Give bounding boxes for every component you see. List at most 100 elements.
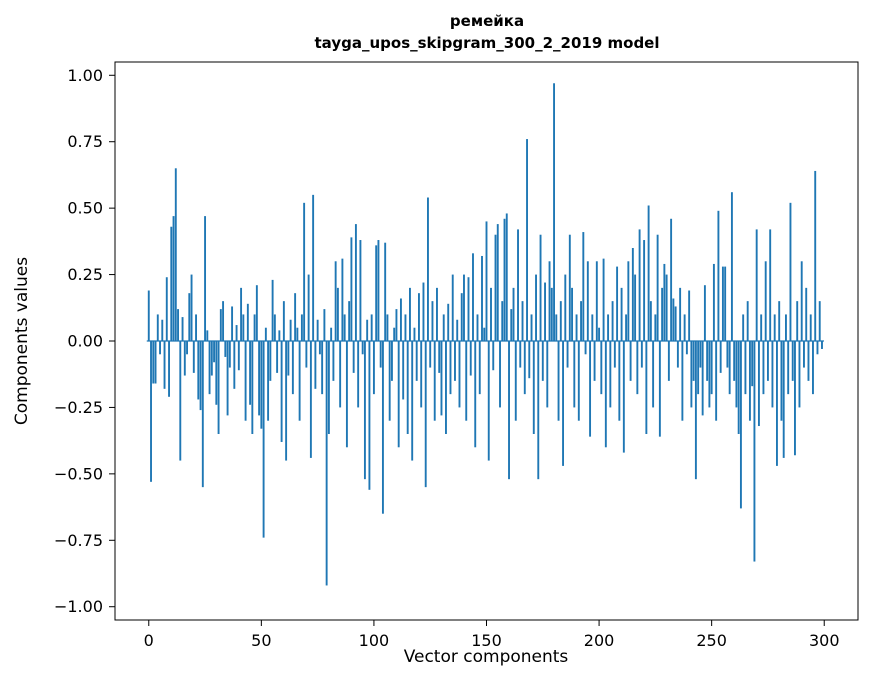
bar bbox=[181, 317, 184, 341]
bar bbox=[397, 341, 400, 448]
bar bbox=[562, 341, 564, 466]
bar bbox=[165, 277, 168, 341]
bar bbox=[681, 341, 684, 421]
bar bbox=[307, 274, 310, 341]
bar bbox=[787, 341, 790, 395]
bar bbox=[465, 341, 468, 421]
bar bbox=[409, 287, 411, 341]
bar bbox=[776, 341, 778, 466]
bar bbox=[782, 341, 785, 458]
x-tick-label: 250 bbox=[696, 631, 727, 650]
bar bbox=[460, 293, 463, 341]
bar bbox=[661, 287, 664, 341]
bar bbox=[168, 341, 170, 397]
bar bbox=[170, 226, 173, 341]
bar bbox=[744, 341, 747, 395]
bar bbox=[593, 341, 596, 381]
bar bbox=[278, 330, 281, 341]
bar bbox=[305, 341, 308, 368]
bar bbox=[208, 341, 211, 395]
bar bbox=[760, 314, 763, 341]
x-axis-ticks: 0 50 100 150 200 250 300 bbox=[144, 620, 840, 650]
bar bbox=[616, 266, 619, 341]
bar bbox=[309, 341, 312, 458]
bar bbox=[575, 314, 578, 341]
bar bbox=[312, 194, 315, 341]
bar bbox=[814, 170, 817, 341]
bar bbox=[474, 341, 477, 448]
bar bbox=[535, 274, 537, 341]
bar bbox=[757, 341, 760, 427]
bar bbox=[638, 229, 641, 341]
bar bbox=[789, 202, 792, 341]
y-tick-label: −1.00 bbox=[54, 597, 103, 616]
bar bbox=[433, 341, 436, 421]
bar bbox=[237, 341, 240, 371]
bar bbox=[530, 314, 533, 341]
x-tick-label: 300 bbox=[809, 631, 840, 650]
y-tick-label: −0.50 bbox=[54, 464, 103, 483]
bar bbox=[539, 234, 542, 341]
bar bbox=[298, 341, 301, 421]
bar bbox=[809, 314, 812, 341]
bar bbox=[271, 279, 274, 341]
y-tick-label: 1.00 bbox=[67, 66, 103, 85]
y-axis-label: Components values bbox=[12, 257, 32, 425]
bar bbox=[812, 341, 814, 395]
bar bbox=[240, 287, 243, 341]
bar bbox=[345, 341, 348, 448]
bar bbox=[703, 285, 706, 341]
bar bbox=[528, 341, 531, 379]
bar bbox=[679, 287, 682, 341]
bar bbox=[604, 341, 607, 448]
bars-group bbox=[146, 83, 824, 586]
bar bbox=[415, 341, 418, 381]
bar bbox=[564, 274, 567, 341]
x-tick-label: 50 bbox=[251, 631, 271, 650]
bar bbox=[580, 301, 583, 341]
bar bbox=[161, 319, 164, 341]
bar bbox=[350, 237, 353, 341]
bar bbox=[586, 261, 589, 341]
bar bbox=[174, 168, 177, 341]
bar bbox=[222, 301, 225, 341]
bar bbox=[388, 341, 391, 421]
bar bbox=[753, 341, 756, 562]
bar bbox=[372, 341, 375, 395]
bar bbox=[818, 301, 821, 341]
bar bbox=[656, 234, 659, 341]
bar bbox=[717, 210, 720, 341]
bar bbox=[631, 248, 634, 341]
bar bbox=[613, 341, 616, 368]
bar bbox=[620, 287, 623, 341]
bar bbox=[602, 258, 605, 341]
bar bbox=[643, 240, 646, 341]
bar bbox=[726, 341, 729, 368]
bar bbox=[645, 341, 648, 434]
bar bbox=[712, 263, 715, 341]
bar bbox=[231, 306, 234, 341]
bar bbox=[251, 341, 254, 434]
bar bbox=[746, 301, 749, 341]
bar bbox=[710, 341, 713, 395]
bar bbox=[359, 240, 362, 341]
bar bbox=[523, 341, 526, 395]
bar bbox=[300, 314, 303, 341]
bar bbox=[427, 197, 429, 341]
bar bbox=[803, 341, 805, 368]
bar bbox=[685, 341, 688, 355]
bar bbox=[697, 341, 700, 395]
bar bbox=[694, 341, 697, 480]
bar bbox=[321, 341, 324, 395]
bar bbox=[640, 341, 643, 368]
bar bbox=[219, 309, 222, 341]
bar bbox=[683, 314, 686, 341]
bar bbox=[361, 341, 364, 355]
bar bbox=[582, 232, 585, 341]
bar bbox=[785, 314, 787, 341]
bar bbox=[496, 224, 499, 341]
bar bbox=[262, 341, 265, 538]
bar bbox=[476, 314, 479, 341]
bar bbox=[183, 341, 186, 376]
bar bbox=[622, 341, 625, 453]
